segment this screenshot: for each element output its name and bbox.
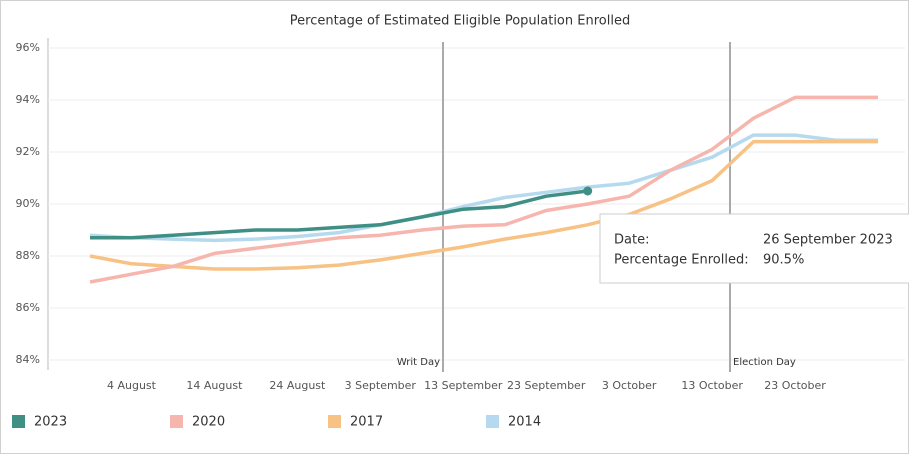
x-tick-label: 24 August [269, 379, 326, 392]
tooltip-value-label: Percentage Enrolled: [614, 253, 749, 268]
tooltip-value: 90.5% [763, 253, 804, 268]
legend-swatch [486, 415, 499, 428]
x-tick-label: 4 August [107, 379, 157, 392]
y-tick-label: 90% [16, 197, 40, 210]
x-tick-label: 3 October [602, 379, 657, 392]
legend-swatch [12, 415, 25, 428]
x-tick-label: 14 August [186, 379, 243, 392]
event-label: Election Day [733, 357, 796, 368]
tooltip-box [599, 213, 909, 284]
legend-label: 2014 [508, 415, 541, 430]
series-line [89, 95, 878, 284]
chart-title: Percentage of Estimated Eligible Populat… [290, 14, 630, 29]
tooltip-date-label: Date: [614, 233, 649, 248]
y-tick-label: 96% [16, 41, 40, 54]
x-tick-label: 23 October [764, 379, 826, 392]
legend-swatch [328, 415, 341, 428]
series-line [89, 139, 878, 271]
legend-label: 2017 [350, 415, 383, 430]
x-tick-label: 3 September [345, 379, 417, 392]
highlight-point [583, 186, 593, 196]
y-tick-label: 94% [16, 93, 40, 106]
x-tick-label: 23 September [507, 379, 586, 392]
y-tick-label: 84% [16, 353, 40, 366]
y-tick-label: 86% [16, 301, 40, 314]
legend-label: 2020 [192, 415, 225, 430]
series-line [89, 133, 878, 243]
legend-swatch [170, 415, 183, 428]
y-tick-label: 92% [16, 145, 40, 158]
series-line [90, 189, 588, 240]
y-tick-label: 88% [16, 249, 40, 262]
event-label: Writ Day [397, 357, 440, 368]
x-tick-label: 13 September [424, 379, 503, 392]
legend-label: 2023 [34, 415, 67, 430]
x-tick-label: 13 October [681, 379, 743, 392]
tooltip-date: 26 September 2023 [763, 233, 893, 248]
